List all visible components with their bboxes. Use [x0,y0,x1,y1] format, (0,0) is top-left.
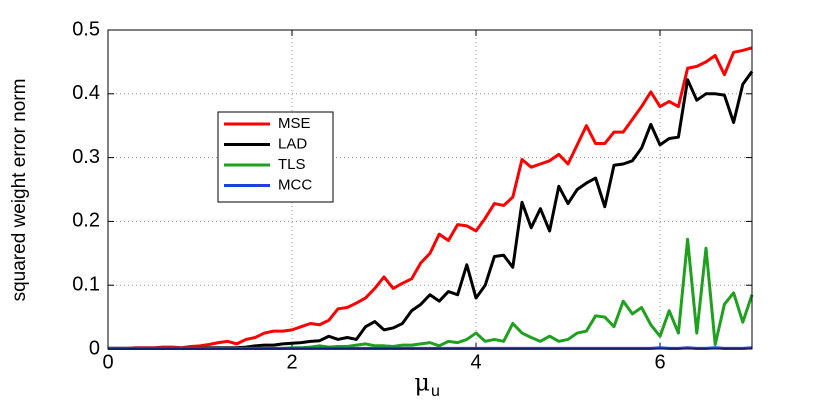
y-tick-label: 0.1 [72,273,100,295]
x-tick-label: 2 [286,351,297,373]
series-line [108,346,753,350]
legend-label: LAD [278,135,307,152]
legend-label: TLS [278,156,306,173]
y-tick-label: 0.4 [72,82,100,104]
y-tick-label: 0.3 [72,146,100,168]
x-axis-label-subscript: u [431,383,440,400]
x-axis-label: μ [414,369,430,397]
y-tick-label: 0.5 [72,18,100,40]
x-tick-label: 6 [654,351,665,373]
y-axis-label: squared weight error norm [9,79,30,302]
legend-label: MCC [278,176,312,193]
legend: MSE LAD TLS MCC [217,111,334,203]
legend-label: MSE [278,115,311,132]
x-tick-label: 0 [102,351,113,373]
y-tick-label: 0 [89,337,100,359]
x-tick-label: 4 [470,351,481,373]
axes-box [107,29,753,350]
y-tick-label: 0.2 [72,210,100,232]
plot-area [108,30,752,349]
series-line [108,46,753,350]
